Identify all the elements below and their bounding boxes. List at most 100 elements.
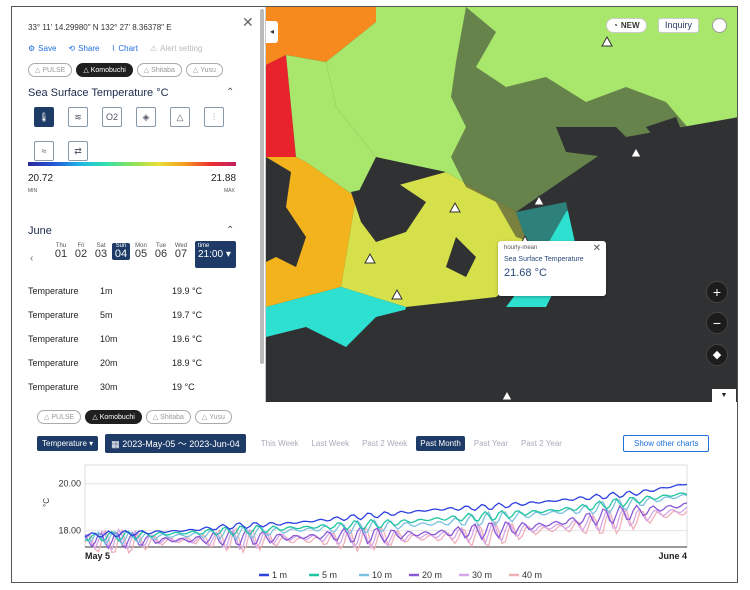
user-icon[interactable] — [712, 18, 727, 33]
oxygen-icon[interactable]: O2 — [102, 107, 122, 127]
region-amber — [266, 157, 356, 307]
current-icon[interactable]: ⇄ — [68, 141, 88, 161]
bell-icon: ◔ — [613, 21, 618, 30]
table-row: Temperature 1m 19.9 °C — [28, 286, 203, 296]
turbidity-icon[interactable]: △ — [170, 107, 190, 127]
new-badge[interactable]: ◔ NEW — [606, 18, 647, 33]
legend-label: 40 m — [522, 570, 542, 580]
day-item[interactable]: Fri 02 — [74, 243, 88, 260]
chart-button[interactable]: ⌇ Chart — [111, 44, 138, 53]
chart-panel: △ PULSE △ Komobuchi △ Shitaba △ Yusu Tempera… — [12, 402, 737, 582]
series-line-20m — [84, 502, 688, 550]
table-row: Temperature 10m 19.6 °C — [28, 334, 203, 344]
scale-min-label: MIN — [28, 188, 38, 194]
chevron-down-icon[interactable]: ▼ — [712, 389, 736, 402]
share-icon: ⟲ — [68, 44, 76, 53]
table-row: Temperature 30m 19 °C — [28, 382, 195, 392]
date-range-picker[interactable]: ▦ 2023-May-05 ～ 2023-Jun-04 — [105, 434, 246, 453]
region-orange-nw — [266, 7, 376, 65]
series-line-10m — [84, 493, 688, 546]
scale-max-value: 21.88 — [211, 173, 237, 184]
salinity-icon[interactable]: ≋ — [68, 107, 88, 127]
level-icon[interactable]: ⫶ — [204, 107, 224, 127]
day-item[interactable]: Thu 01 — [54, 243, 68, 260]
app-frame: 33° 11' 14.29980" N 132° 27' 8.36378" E … — [11, 6, 738, 583]
day-item-selected[interactable]: Sun 04 — [112, 243, 130, 260]
color-scale-bar — [28, 162, 236, 166]
day-item[interactable]: Mon 05 — [134, 243, 148, 260]
chevron-left-icon[interactable]: ‹ — [30, 253, 34, 264]
show-other-charts-button[interactable]: Show other charts — [623, 435, 710, 452]
buoy-icon: △ — [92, 414, 98, 421]
zoom-out-button[interactable]: − — [706, 312, 728, 334]
parameter-grid: 🌡 ≋ O2 ◈ △ ⫶ ≈ ⇄ — [34, 107, 226, 161]
station-komobuchi[interactable]: △ Komobuchi — [85, 410, 142, 424]
buoy-marker-icon — [533, 194, 545, 206]
chart-station-selector: △ PULSE △ Komobuchi △ Shitaba △ Yusu — [37, 410, 232, 424]
series-line-5m — [84, 492, 688, 542]
legend-label: 5 m — [322, 570, 337, 580]
buoy-marker-icon — [391, 288, 403, 300]
time-select[interactable]: time 21:00 ▾ — [195, 241, 236, 268]
save-button[interactable]: ⚙ Save — [28, 44, 57, 53]
chevron-down-icon: ▾ — [225, 249, 231, 260]
x-tick-label: June 4 — [658, 551, 687, 561]
alert-setting-button[interactable]: ⚠ Alert setting — [149, 44, 203, 53]
table-row: Temperature 5m 19.7 °C — [28, 310, 203, 320]
scale-min-value: 20.72 — [28, 173, 54, 184]
period-this-week[interactable]: This Week — [260, 439, 299, 448]
inquiry-button[interactable]: Inquiry — [658, 18, 700, 33]
map-view[interactable]: ◂ ◔ NEW Inquiry ✕ hourly-mean Sea Surface… — [266, 7, 737, 402]
period-past-2-week[interactable]: Past 2 Week — [362, 439, 408, 448]
buoy-icon: △ — [83, 67, 89, 74]
period-past-month[interactable]: Past Month — [416, 436, 465, 451]
y-tick-label: 18.00 — [58, 526, 81, 536]
compass-icon[interactable]: ◆ — [706, 344, 728, 366]
calendar-icon: ▦ — [111, 439, 120, 449]
table-row: Temperature 20m 18.9 °C — [28, 358, 203, 368]
day-item[interactable]: Wed 07 — [174, 243, 188, 260]
panel-scrollbar[interactable] — [260, 9, 264, 364]
close-icon[interactable]: ✕ — [592, 243, 601, 254]
station-yusu[interactable]: △ Yusu — [194, 410, 232, 424]
legend-label: 1 m — [272, 570, 287, 580]
wave-icon[interactable]: ≈ — [34, 141, 54, 161]
chevron-left-icon[interactable]: ◂ — [266, 21, 278, 43]
chevron-up-icon[interactable]: ⌃ — [226, 87, 235, 98]
station-shitaba[interactable]: △ Shitaba — [136, 63, 182, 77]
x-tick-label: May 5 — [85, 551, 110, 561]
scale-max-label: MAX — [224, 188, 235, 194]
buoy-marker-icon — [449, 201, 461, 213]
day-item[interactable]: Sat 03 — [94, 243, 108, 260]
y-axis-label: °C — [42, 498, 51, 507]
station-pulse[interactable]: △ PULSE — [37, 410, 82, 424]
zoom-in-button[interactable]: + — [706, 281, 728, 303]
parameter-title: Sea Surface Temperature °C — [28, 87, 169, 99]
chart-icon: ⌇ — [111, 44, 116, 53]
legend-label: 10 m — [372, 570, 392, 580]
buoy-icon: △ — [143, 67, 150, 74]
station-komobuchi[interactable]: △ Komobuchi — [76, 63, 133, 77]
gear-icon: ⚙ — [28, 44, 36, 53]
station-pulse[interactable]: △ PULSE — [28, 63, 73, 77]
region-light-green-w — [286, 55, 376, 197]
parameter-dropdown[interactable]: Temperature ▾ — [37, 436, 99, 451]
close-panel-button[interactable]: ✕ — [242, 14, 254, 30]
coordinates: 33° 11' 14.29980" N 132° 27' 8.36378" E — [28, 23, 172, 32]
period-past-2-year[interactable]: Past 2 Year — [521, 439, 562, 448]
share-button[interactable]: ⟲ Share — [68, 44, 100, 53]
day-item[interactable]: Tue 06 — [154, 243, 168, 260]
thermometer-icon[interactable]: 🌡 — [34, 107, 54, 127]
chlorophyll-icon[interactable]: ◈ — [136, 107, 156, 127]
station-yusu[interactable]: △ Yusu — [185, 63, 223, 77]
period-last-week[interactable]: Last Week — [311, 439, 350, 448]
period-past-year[interactable]: Past Year — [473, 439, 509, 448]
chevron-up-icon[interactable]: ⌃ — [226, 225, 235, 236]
map-canvas — [266, 7, 737, 402]
buoy-marker-icon — [630, 146, 642, 158]
station-panel: 33° 11' 14.29980" N 132° 27' 8.36378" E … — [12, 7, 266, 402]
temperature-chart: 20.00 18.00 °C May 5 June 4 1 m 5 m 10 m 20 m 30 … — [42, 464, 688, 580]
station-shitaba[interactable]: △ Shitaba — [145, 410, 191, 424]
buoy-marker-icon — [501, 389, 513, 401]
buoy-marker-icon — [364, 252, 376, 264]
